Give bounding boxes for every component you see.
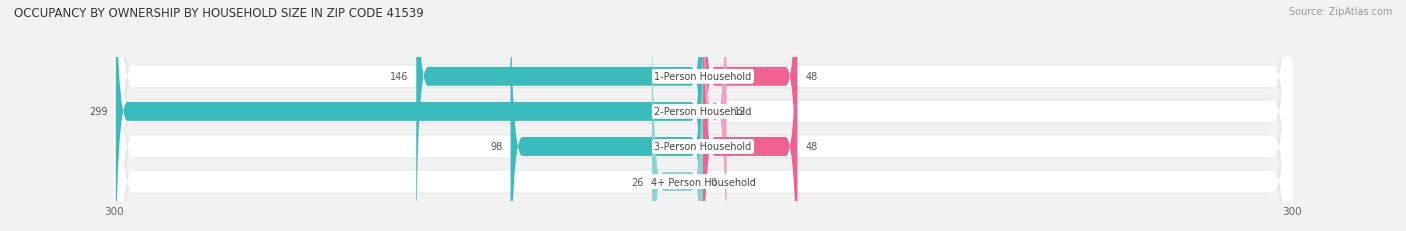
FancyBboxPatch shape: [114, 0, 1292, 231]
Text: 48: 48: [806, 72, 817, 82]
Text: Source: ZipAtlas.com: Source: ZipAtlas.com: [1288, 7, 1392, 17]
Text: 98: 98: [491, 142, 503, 152]
Text: 2-Person Household: 2-Person Household: [654, 107, 752, 117]
FancyBboxPatch shape: [114, 0, 1292, 231]
FancyBboxPatch shape: [115, 0, 703, 231]
Text: 1-Person Household: 1-Person Household: [654, 72, 752, 82]
FancyBboxPatch shape: [114, 0, 1292, 231]
FancyBboxPatch shape: [703, 0, 727, 231]
FancyBboxPatch shape: [703, 0, 797, 231]
FancyBboxPatch shape: [510, 0, 703, 231]
FancyBboxPatch shape: [114, 0, 1292, 231]
FancyBboxPatch shape: [416, 0, 703, 231]
Text: 12: 12: [734, 107, 747, 117]
Text: 299: 299: [90, 107, 108, 117]
FancyBboxPatch shape: [703, 0, 797, 231]
FancyBboxPatch shape: [114, 0, 1292, 231]
FancyBboxPatch shape: [652, 0, 703, 231]
Text: 0: 0: [711, 177, 717, 187]
Text: 146: 146: [389, 72, 408, 82]
Text: 26: 26: [631, 177, 644, 187]
FancyBboxPatch shape: [114, 0, 1292, 231]
FancyBboxPatch shape: [114, 0, 1292, 231]
Text: OCCUPANCY BY OWNERSHIP BY HOUSEHOLD SIZE IN ZIP CODE 41539: OCCUPANCY BY OWNERSHIP BY HOUSEHOLD SIZE…: [14, 7, 423, 20]
Text: 4+ Person Household: 4+ Person Household: [651, 177, 755, 187]
Text: 3-Person Household: 3-Person Household: [654, 142, 752, 152]
FancyBboxPatch shape: [114, 0, 1292, 231]
Text: 48: 48: [806, 142, 817, 152]
